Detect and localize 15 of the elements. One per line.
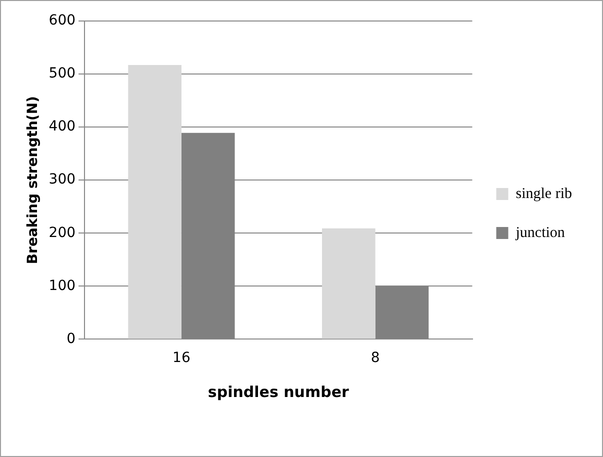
y-tick-label: 0 [66,330,76,347]
y-axis-title: Breaking strength(N) [25,96,42,264]
x-tick-label: 8 [370,350,380,366]
y-tick-label: 300 [48,172,76,188]
y-tick-label: 400 [48,118,76,135]
bar [128,65,182,339]
legend-label: single rib [516,186,572,202]
bar [322,228,376,339]
y-tick-label: 600 [48,12,76,29]
x-axis-title: spindles number [208,382,350,401]
y-tick-label: 500 [48,66,76,82]
legend-label: junction [514,224,566,241]
x-tick-label: 16 [172,350,190,366]
y-tick-label: 100 [48,278,76,294]
y-tick-label: 200 [48,224,76,241]
